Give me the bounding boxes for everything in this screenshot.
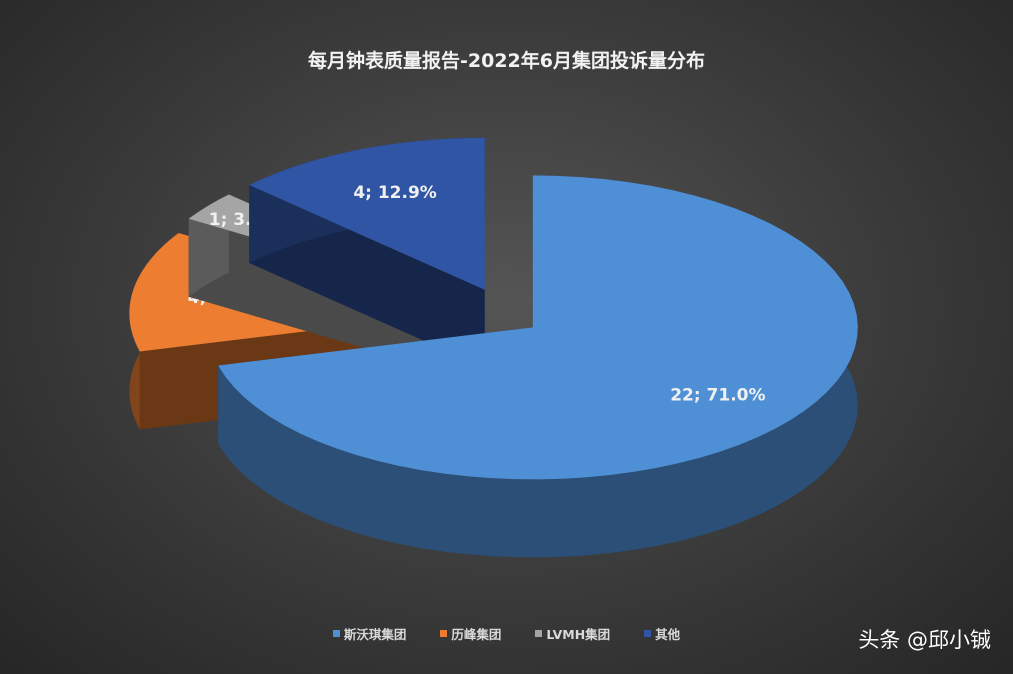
legend-swatch [535, 630, 543, 637]
legend-label: 斯沃琪集团 [343, 627, 407, 642]
legend-item: 斯沃琪集团 [332, 624, 407, 643]
legend-item: 其他 [644, 624, 680, 643]
legend-swatch [440, 630, 448, 637]
watermark: 头条 @邱小铖 [858, 628, 991, 652]
legend-label: 历峰集团 [451, 627, 502, 642]
legend-label: 其他 [655, 627, 681, 642]
legend-item: LVMH集团 [535, 624, 610, 643]
legend-item: 历峰集团 [440, 624, 501, 643]
legend: 斯沃琪集团 历峰集团 LVMH集团 其他 [0, 624, 1013, 643]
slice-斯沃琪集团 [218, 175, 858, 480]
chart-title: 每月钟表质量报告-2022年6月集团投诉量分布 [308, 50, 705, 72]
legend-swatch [332, 630, 340, 637]
data-label: 22; 71.0% [670, 385, 765, 405]
legend-swatch [644, 630, 652, 637]
legend-label: LVMH集团 [546, 627, 611, 642]
slice-其他 [249, 137, 485, 290]
data-label: 4; 12.9% [353, 183, 437, 203]
